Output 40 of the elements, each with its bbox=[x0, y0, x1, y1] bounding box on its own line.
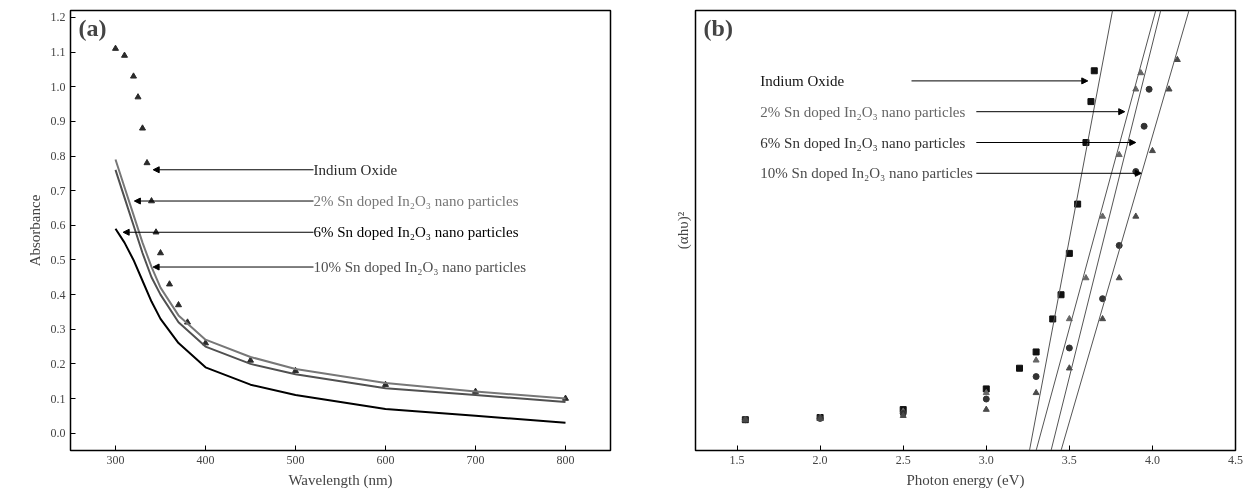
text: 2% Sn doped In₂O₃ nano particles bbox=[313, 193, 519, 210]
text: 10% Sn doped In₂O₃ nano particles bbox=[313, 259, 527, 276]
text: Indium Oxide bbox=[313, 161, 398, 178]
x-tick-label: 300 bbox=[106, 452, 125, 467]
x-tick-label: 400 bbox=[196, 452, 215, 467]
text: 2% Sn doped In₂O₃ nano particles bbox=[760, 103, 966, 120]
x-tick-label: 1.5 bbox=[729, 452, 745, 467]
x-tick-label: 2.0 bbox=[812, 452, 828, 467]
y-tick-label: 0.2 bbox=[50, 356, 66, 371]
x-tick-label: 3.0 bbox=[978, 452, 994, 467]
text: 6% Sn doped In₂O₃ nano particles bbox=[760, 134, 966, 151]
y-axis-title: (αhυ)² bbox=[674, 211, 692, 250]
x-tick-label: 4.5 bbox=[1228, 452, 1243, 467]
x-tick-label: 800 bbox=[556, 452, 575, 467]
text: Indium Oxide bbox=[760, 72, 845, 89]
x-axis-title: Photon energy (eV) bbox=[906, 471, 1025, 489]
y-tick-label: 1.2 bbox=[50, 10, 66, 25]
x-tick-label: 600 bbox=[376, 452, 395, 467]
y-tick-label: 0.7 bbox=[50, 183, 66, 198]
x-tick-label: 2.5 bbox=[895, 452, 911, 467]
text: 6% Sn doped In₂O₃ nano particles bbox=[313, 224, 519, 241]
chart-title: (b) bbox=[703, 14, 733, 41]
y-tick-label: 1.1 bbox=[50, 45, 66, 60]
y-tick-label: 1.0 bbox=[50, 79, 66, 94]
y-tick-label: 0.3 bbox=[50, 322, 66, 337]
y-tick-label: 0.1 bbox=[50, 391, 66, 406]
y-tick-label: 0.6 bbox=[50, 218, 66, 233]
y-tick-label: 0.9 bbox=[50, 114, 66, 129]
x-tick-label: 500 bbox=[286, 452, 305, 467]
y-tick-label: 0.8 bbox=[50, 149, 66, 164]
x-tick-label: 700 bbox=[466, 452, 485, 467]
x-tick-label: 4.0 bbox=[1144, 452, 1160, 467]
chart-title: (a) bbox=[78, 14, 107, 41]
y-tick-label: 0.5 bbox=[50, 252, 66, 267]
x-tick-label: 3.5 bbox=[1061, 452, 1077, 467]
text: 10% Sn doped In₂O₃ nano particles bbox=[760, 165, 973, 182]
x-axis-title: Wavelength (nm) bbox=[288, 471, 393, 489]
y-axis-title: Absorbance bbox=[26, 194, 43, 267]
y-tick-label: 0.4 bbox=[50, 287, 66, 302]
y-tick-label: 0.0 bbox=[50, 426, 66, 441]
